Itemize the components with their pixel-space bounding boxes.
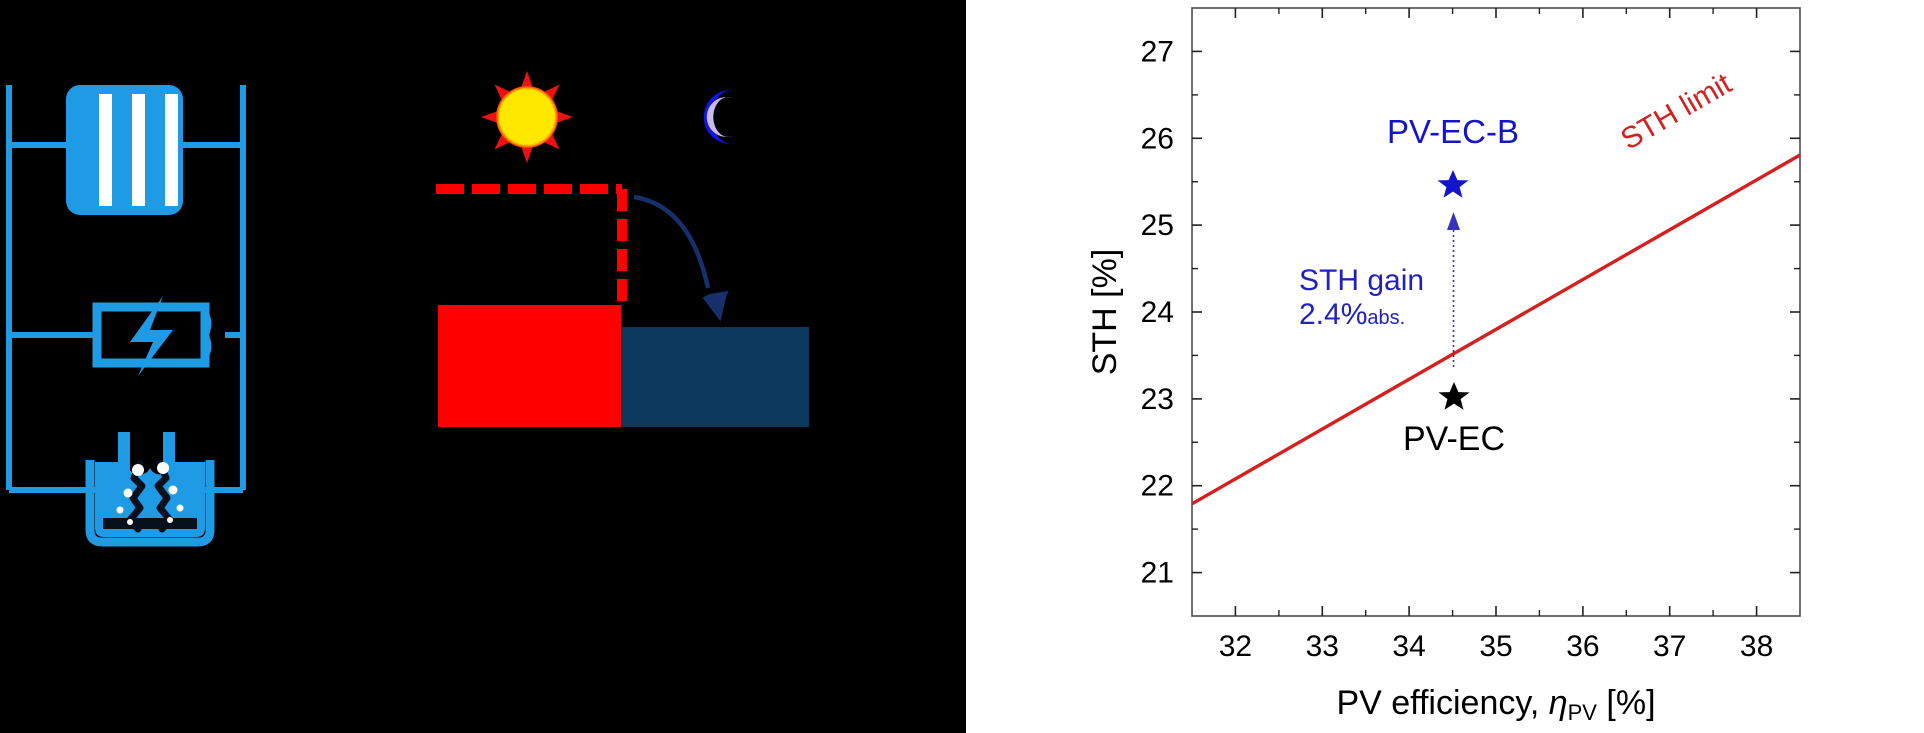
svg-text:23: 23 <box>1141 383 1174 416</box>
svg-text:32: 32 <box>1219 630 1252 663</box>
svg-text:36: 36 <box>1566 630 1599 663</box>
svg-text:2.4%abs.: 2.4%abs. <box>1299 298 1405 331</box>
svg-text:34: 34 <box>1392 630 1425 663</box>
svg-text:STH limit: STH limit <box>1615 67 1737 157</box>
svg-text:25: 25 <box>1141 209 1174 242</box>
svg-text:PV-EC-B: PV-EC-B <box>1387 113 1519 150</box>
svg-text:26: 26 <box>1141 122 1174 155</box>
svg-text:33: 33 <box>1306 630 1339 663</box>
svg-text:22: 22 <box>1141 470 1174 503</box>
svg-text:38: 38 <box>1740 630 1773 663</box>
svg-text:37: 37 <box>1653 630 1686 663</box>
svg-text:STH [%]: STH [%] <box>1086 249 1124 376</box>
svg-text:PV efficiency, ηPV [%]: PV efficiency, ηPV [%] <box>1336 684 1655 725</box>
svg-text:27: 27 <box>1141 35 1174 68</box>
svg-text:STH gain: STH gain <box>1299 264 1424 297</box>
svg-text:21: 21 <box>1141 557 1174 590</box>
svg-text:24: 24 <box>1141 296 1174 329</box>
svg-text:35: 35 <box>1479 630 1512 663</box>
svg-text:PV-EC: PV-EC <box>1403 420 1505 458</box>
